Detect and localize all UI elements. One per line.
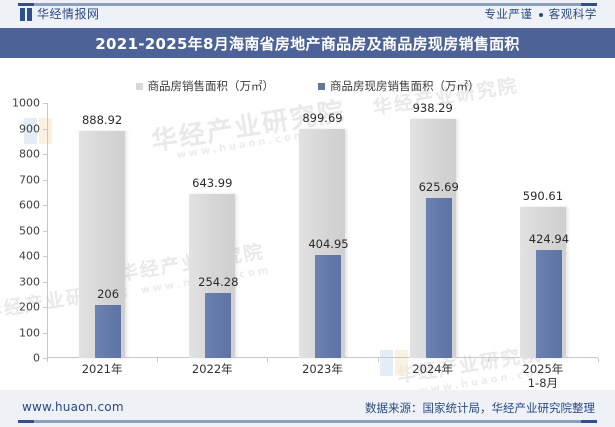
tagline-right-text: 客观科学 — [548, 7, 597, 21]
bar-value-label-series-1: 424.94 — [528, 231, 570, 246]
legend-label-series-1: 商品房现房销售面积（万㎡） — [330, 79, 480, 93]
bar-value-label-series-1: 625.69 — [418, 180, 459, 195]
bar-value-label-series-1: 254.28 — [198, 275, 239, 290]
bar-group: 899.69 404.95 — [267, 103, 377, 358]
plot-area: 0 100 200 300 400 500 600 700 800 900 1000 888.92 20… — [12, 97, 599, 390]
y-axis-tick-label: 100 — [19, 326, 40, 339]
y-axis-tick-label: 200 — [19, 300, 40, 314]
bar-group: 888.92 206 — [47, 103, 157, 358]
footer-site-url[interactable]: www.huaon.com — [22, 400, 124, 414]
x-axis-category-label: 2024年 — [412, 362, 454, 376]
legend-item-series-1[interactable]: 商品房现房销售面积（万㎡） — [318, 78, 480, 94]
y-axis-tick — [43, 307, 47, 308]
x-axis-tick — [377, 358, 379, 362]
x-axis-tick — [598, 358, 599, 362]
bar-value-label-series-0: 643.99 — [192, 175, 233, 190]
bar-group: 938.29 625.69 — [378, 100, 488, 358]
y-axis-tick-label: 500 — [19, 224, 40, 237]
y-axis-tick — [43, 256, 47, 257]
site-tagline: 专业严谨 客观科学 — [484, 8, 597, 21]
y-axis-tick-label: 0 — [33, 351, 40, 365]
x-axis-tick — [267, 358, 269, 362]
bar-group: 590.61 424.94 — [488, 103, 598, 358]
site-header: 华经情报网 专业严谨 客观科学 — [0, 0, 615, 28]
y-axis-line — [47, 103, 48, 358]
y-axis-tick-label: 600 — [19, 198, 40, 212]
x-axis-tick — [47, 358, 48, 362]
header-accent-rule — [18, 3, 597, 6]
y-axis-tick — [43, 358, 47, 359]
bar-group: 643.99 254.28 — [157, 103, 267, 358]
legend-item-series-0[interactable]: 商品房销售面积（万㎡） — [135, 78, 275, 94]
x-axis-category-label: 2025年 1-8月 — [522, 362, 564, 390]
footer-data-source: 数据来源：国家统计局，华经产业研究院整理 — [365, 401, 595, 415]
site-logo[interactable]: 华经情报网 — [20, 8, 100, 21]
bar-series-1[interactable] — [205, 293, 232, 358]
bar-value-label-series-0: 888.92 — [81, 113, 123, 128]
x-axis-category-label: 2023年 — [302, 362, 343, 376]
bar-series-1[interactable] — [535, 249, 562, 358]
y-axis-tick-label: 700 — [19, 173, 40, 186]
bar-series-1[interactable] — [425, 198, 452, 358]
legend-swatch-series-0 — [135, 82, 143, 90]
y-axis-tick — [43, 154, 47, 155]
x-axis-tick — [487, 358, 489, 362]
bar-value-label-series-0: 590.61 — [522, 189, 564, 204]
y-axis-tick-label: 400 — [19, 249, 40, 263]
y-axis-tick — [43, 205, 47, 206]
bar-value-label-series-0: 938.29 — [412, 100, 453, 115]
bar-series-1[interactable] — [315, 254, 342, 358]
y-axis-tick — [43, 230, 47, 232]
y-axis-tick-label: 900 — [19, 122, 40, 135]
y-axis-tick — [43, 103, 47, 104]
y-axis-tick-label: 300 — [19, 275, 40, 288]
legend-swatch-series-1 — [318, 82, 325, 90]
y-axis-tick-label: 800 — [19, 147, 40, 161]
bullet-dot-icon — [538, 12, 543, 17]
legend-label-series-0: 商品房销售面积（万㎡） — [147, 79, 275, 93]
site-logo-text: 华经情报网 — [37, 7, 100, 21]
bar-series-1[interactable] — [95, 305, 122, 358]
footer-accent-rule — [18, 420, 597, 423]
x-axis-tick — [157, 358, 159, 362]
chart-title-banner: 2021-2025年8月海南省房地产商品房及商品房现房销售面积 — [0, 28, 615, 58]
chart-canvas: 华经产业研究院 www.huaon.com 华经产业研究院 www.huaon.… — [0, 58, 615, 397]
y-axis-tick-label: 1000 — [12, 96, 40, 110]
chart-title: 2021-2025年8月海南省房地产商品房及商品房现房销售面积 — [95, 34, 520, 53]
y-axis-tick — [43, 179, 47, 181]
y-axis-tick — [43, 281, 47, 283]
bar-value-label-series-0: 899.69 — [302, 110, 343, 125]
double-bar-logo-icon — [20, 8, 32, 21]
x-axis-category-label: 2021年 — [81, 362, 123, 376]
bar-value-label-series-1: 206 — [97, 287, 120, 302]
tagline-left-text: 专业严谨 — [484, 7, 533, 21]
site-footer: www.huaon.com 数据来源：国家统计局，华经产业研究院整理 — [0, 390, 615, 427]
chart-legend: 商品房销售面积（万㎡） 商品房现房销售面积（万㎡） — [0, 78, 615, 94]
bar-value-label-series-1: 404.95 — [308, 236, 349, 251]
y-axis-tick — [43, 332, 47, 334]
x-axis-category-label: 2022年 — [191, 362, 233, 376]
